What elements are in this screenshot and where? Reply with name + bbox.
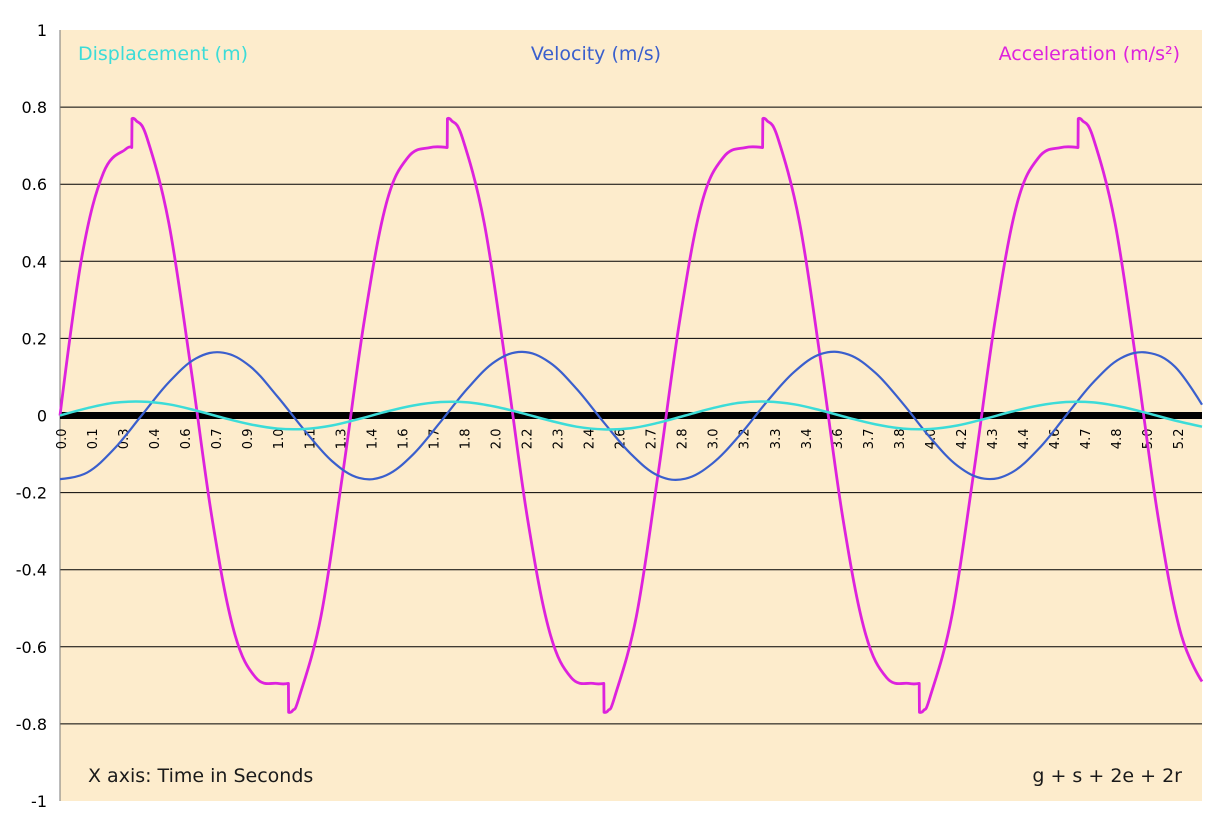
series-line-0 [59, 400, 1203, 431]
x-tick-label: 0.7 [210, 429, 225, 450]
x-tick-label: 3.6 [831, 429, 846, 450]
y-tick-label: -1 [31, 792, 47, 811]
x-tick-label: 1.4 [365, 429, 380, 450]
x-tick-label: 3.8 [893, 429, 908, 450]
y-tick-label: 0.6 [22, 175, 47, 194]
legend-entry-2: Acceleration (m/s²) [999, 43, 1180, 65]
y-tick-label: 0 [37, 407, 47, 426]
x-tick-label: 2.3 [552, 429, 567, 450]
x-tick-label: 3.7 [862, 429, 877, 450]
x-axis: 0.0 0.1 0.3 0.4 0.6 0.7 0.9 1.0 1.1 1.3 1.4 1.6 1.7 1… [55, 412, 1202, 450]
y-tick-label: -0.4 [16, 561, 47, 580]
x-tick-label: 1.7 [427, 429, 442, 450]
y-axis: 1 0.8 0.6 0.4 0.2 0 -0.2 -0.4 -0.6 -0.8 -1 [16, 21, 61, 811]
x-tick-label: 2.0 [489, 429, 504, 450]
x-tick-label: 3.2 [738, 429, 753, 450]
series-line-1 [59, 350, 1203, 481]
x-tick-label: 2.8 [676, 429, 691, 450]
gridlines [60, 106, 1202, 725]
x-tick-label: 0.1 [86, 429, 101, 450]
x-tick-label: 3.0 [707, 429, 722, 450]
x-tick-label: 0.6 [179, 429, 194, 450]
x-tick-label: 1.8 [458, 429, 473, 450]
x-tick-label: 1.0 [272, 429, 287, 450]
x-tick-label: 4.4 [1017, 429, 1032, 450]
y-tick-label: 0.8 [22, 98, 47, 117]
x-tick-label: 4.7 [1079, 429, 1094, 450]
legend-entry-1: Velocity (m/s) [531, 43, 661, 65]
x-tick-label: 0.0 [55, 429, 70, 450]
x-tick-label: 3.3 [769, 429, 784, 450]
x-tick-label: 5.2 [1172, 429, 1187, 450]
series-line-2 [58, 116, 1204, 714]
y-tick-label: 0.4 [22, 252, 47, 271]
y-tick-label: -0.2 [16, 484, 47, 503]
x-tick-label: 2.2 [520, 429, 535, 450]
y-tick-label: 1 [37, 21, 47, 40]
y-tick-label: -0.6 [16, 638, 47, 657]
y-tick-label: -0.8 [16, 715, 47, 734]
x-tick-label: 2.6 [614, 429, 629, 450]
x-tick-label: 4.8 [1110, 429, 1125, 450]
x-tick-label: 0.4 [148, 429, 163, 450]
x-tick-label: 1.6 [396, 429, 411, 450]
legend: Displacement (m) Velocity (m/s) Accelera… [78, 43, 1180, 65]
x-axis-note: X axis: Time in Seconds [88, 765, 313, 787]
x-tick-label: 4.6 [1048, 429, 1063, 450]
x-tick-label: 0.9 [241, 429, 256, 450]
x-tick-label: 3.4 [800, 429, 815, 450]
series-lines [58, 116, 1204, 714]
legend-entry-0: Displacement (m) [78, 43, 248, 65]
x-tick-label: 2.7 [645, 429, 660, 450]
x-tick-label: 2.4 [583, 429, 598, 450]
x-tick-label: 4.2 [955, 429, 970, 450]
x-tick-label: 4.3 [986, 429, 1001, 450]
formula-note: g + s + 2e + 2r [1032, 765, 1182, 787]
y-tick-label: 0.2 [22, 329, 47, 348]
